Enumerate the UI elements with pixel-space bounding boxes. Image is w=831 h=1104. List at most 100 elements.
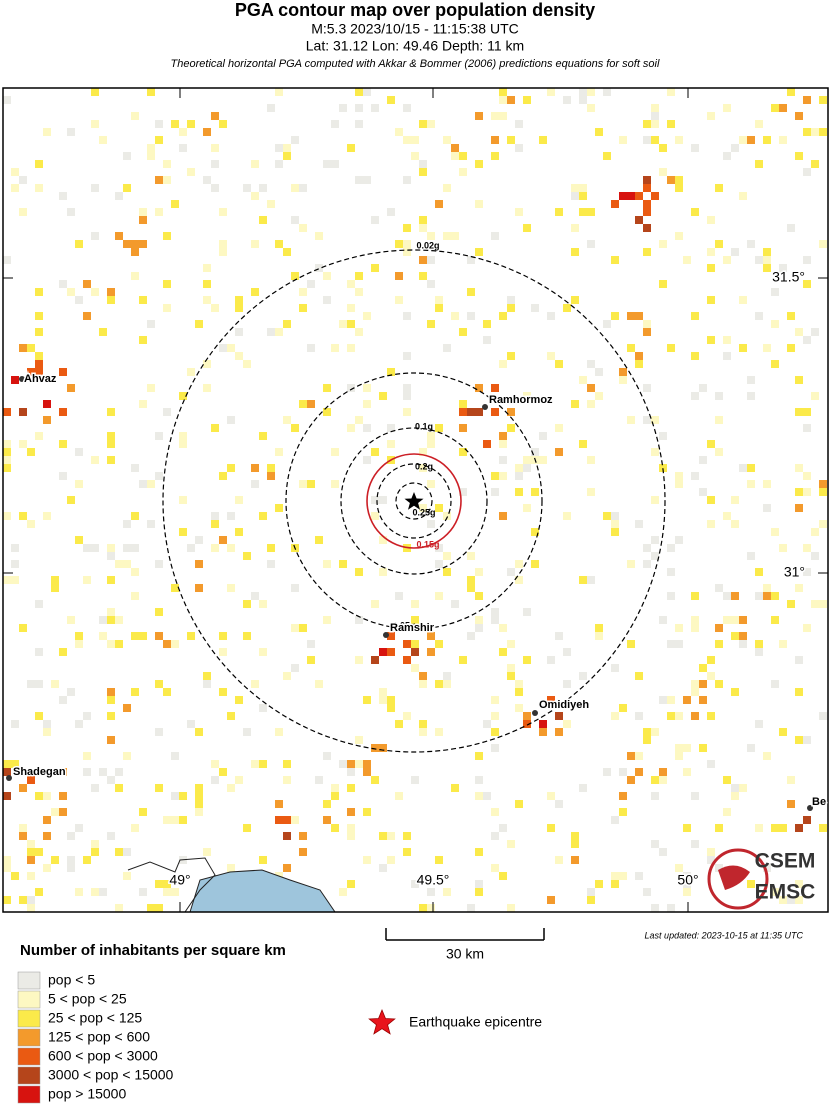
- population-cell: [323, 816, 331, 824]
- population-cell: [11, 544, 19, 552]
- population-cell: [795, 376, 803, 384]
- population-cell: [507, 96, 515, 104]
- population-cell: [619, 368, 627, 376]
- population-cell: [563, 720, 571, 728]
- population-cell: [323, 272, 331, 280]
- population-cell: [683, 744, 691, 752]
- population-cell: [803, 128, 811, 136]
- population-cell: [19, 896, 27, 904]
- population-cell: [659, 144, 667, 152]
- population-cell: [435, 424, 443, 432]
- population-cell: [395, 592, 403, 600]
- population-cell: [331, 448, 339, 456]
- population-cell: [587, 240, 595, 248]
- population-cell: [283, 320, 291, 328]
- population-cell: [371, 496, 379, 504]
- population-cell: [635, 768, 643, 776]
- population-cell: [387, 424, 395, 432]
- population-cell: [275, 240, 283, 248]
- legend-label: pop > 15000: [48, 1086, 126, 1102]
- population-cell: [43, 512, 51, 520]
- population-cell: [811, 600, 819, 608]
- population-cell: [763, 264, 771, 272]
- population-cell: [699, 456, 707, 464]
- population-cell: [347, 824, 355, 832]
- population-cell: [707, 264, 715, 272]
- population-cell: [539, 136, 547, 144]
- population-cell: [155, 632, 163, 640]
- population-cell: [155, 728, 163, 736]
- population-cell: [507, 568, 515, 576]
- population-cell: [715, 184, 723, 192]
- population-cell: [227, 864, 235, 872]
- population-cell: [523, 96, 531, 104]
- population-cell: [379, 536, 387, 544]
- population-cell: [107, 712, 115, 720]
- population-cell: [363, 456, 371, 464]
- population-cell: [515, 208, 523, 216]
- population-cell: [363, 312, 371, 320]
- note: Theoretical horizontal PGA computed with…: [171, 58, 660, 70]
- population-cell: [523, 720, 531, 728]
- population-cell: [451, 312, 459, 320]
- population-cell: [475, 848, 483, 856]
- population-cell: [467, 576, 475, 584]
- population-cell: [755, 568, 763, 576]
- population-cell: [667, 696, 675, 704]
- population-cell: [315, 232, 323, 240]
- population-cell: [35, 432, 43, 440]
- population-cell: [499, 824, 507, 832]
- population-cell: [739, 784, 747, 792]
- population-cell: [403, 640, 411, 648]
- population-cell: [587, 384, 595, 392]
- population-cell: [131, 112, 139, 120]
- population-cell: [347, 832, 355, 840]
- legend-label: 600 < pop < 3000: [48, 1048, 158, 1064]
- population-cell: [675, 744, 683, 752]
- population-cell: [139, 480, 147, 488]
- population-cell: [267, 544, 275, 552]
- population-cell: [267, 560, 275, 568]
- population-cell: [395, 128, 403, 136]
- population-cell: [707, 856, 715, 864]
- population-cell: [483, 320, 491, 328]
- population-cell: [571, 856, 579, 864]
- population-cell: [811, 128, 819, 136]
- population-cell: [491, 408, 499, 416]
- population-cell: [363, 424, 371, 432]
- population-cell: [771, 680, 779, 688]
- population-cell: [723, 776, 731, 784]
- population-cell: [675, 176, 683, 184]
- population-cell: [411, 648, 419, 656]
- population-cell: [291, 216, 299, 224]
- population-cell: [579, 672, 587, 680]
- contour: [340, 427, 488, 575]
- population-cell: [603, 320, 611, 328]
- population-cell: [731, 592, 739, 600]
- population-cell: [611, 880, 619, 888]
- population-cell: [571, 296, 579, 304]
- population-cell: [395, 792, 403, 800]
- population-cell: [299, 480, 307, 488]
- population-cell: [595, 624, 603, 632]
- population-cell: [579, 192, 587, 200]
- population-cell: [203, 384, 211, 392]
- population-cell: [811, 528, 819, 536]
- population-cell: [595, 128, 603, 136]
- population-cell: [3, 512, 11, 520]
- population-cell: [651, 136, 659, 144]
- population-cell: [355, 736, 363, 744]
- population-cell: [267, 464, 275, 472]
- population-cell: [219, 120, 227, 128]
- population-cell: [467, 256, 475, 264]
- population-cell: [259, 704, 267, 712]
- population-cell: [435, 592, 443, 600]
- population-cell: [139, 888, 147, 896]
- population-cell: [283, 144, 291, 152]
- legend-swatch: [17, 971, 41, 990]
- logo: CSEM EMSC: [707, 848, 815, 910]
- population-cell: [107, 296, 115, 304]
- population-cell: [795, 408, 803, 416]
- population-cell: [419, 216, 427, 224]
- population-cell: [627, 416, 635, 424]
